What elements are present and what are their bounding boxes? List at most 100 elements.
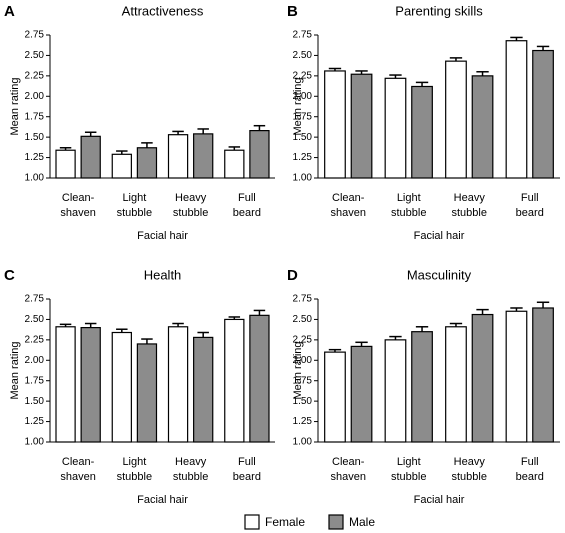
chart-title: Health <box>144 267 182 282</box>
legend-swatch <box>328 514 344 530</box>
bar <box>80 327 101 443</box>
bar <box>505 310 528 443</box>
y-tick-label: 2.25 <box>25 70 45 81</box>
bar <box>249 314 270 443</box>
y-tick-label: 1.50 <box>293 396 313 407</box>
y-tick-label: 2.75 <box>25 294 45 305</box>
x-tick-label: stubble <box>452 471 487 483</box>
x-tick-label: Clean- <box>332 192 365 204</box>
legend-label: Female <box>265 515 305 529</box>
x-tick-label: Light <box>122 456 146 468</box>
x-tick-label: stubble <box>117 207 152 219</box>
bar <box>224 318 245 443</box>
x-tick-label: stubble <box>173 207 208 219</box>
bar <box>471 313 494 443</box>
y-tick-label: 1.00 <box>25 437 45 448</box>
x-tick-label: stubble <box>391 207 426 219</box>
y-tick-label: 2.50 <box>293 314 313 325</box>
y-tick-label: 1.75 <box>293 375 313 386</box>
chart-title: Masculinity <box>407 267 472 282</box>
bar <box>350 345 373 443</box>
bar <box>167 134 189 179</box>
bar <box>384 339 407 443</box>
x-tick-label: Clean- <box>62 192 95 204</box>
bar <box>80 135 101 179</box>
x-tick-label: stubble <box>452 207 487 219</box>
y-axis-label: Mean rating <box>9 77 21 135</box>
y-axis-label: Mean rating <box>292 341 304 399</box>
y-tick-label: 2.50 <box>293 50 313 61</box>
x-tick-label: beard <box>233 207 261 219</box>
panel-letter: D <box>287 267 298 284</box>
bar <box>324 351 346 443</box>
x-tick-label: Heavy <box>175 456 207 468</box>
bar <box>411 85 433 179</box>
y-tick-label: 2.00 <box>25 91 45 102</box>
y-tick-label: 1.50 <box>25 132 45 143</box>
bar <box>193 336 214 443</box>
x-tick-label: stubble <box>117 471 152 483</box>
bar <box>111 153 132 179</box>
y-tick-label: 1.25 <box>293 152 313 163</box>
bar <box>324 70 346 179</box>
bar <box>249 130 270 179</box>
bar <box>471 75 494 179</box>
x-tick-label: Heavy <box>175 192 207 204</box>
x-tick-label: Clean- <box>332 456 365 468</box>
x-tick-label: Light <box>397 192 421 204</box>
y-tick-label: 2.00 <box>293 91 313 102</box>
chart-title: Parenting skills <box>395 3 483 18</box>
x-axis-label: Facial hair <box>414 494 465 506</box>
x-tick-label: shaven <box>331 471 366 483</box>
bar <box>55 326 76 443</box>
y-tick-label: 1.75 <box>25 111 45 122</box>
bar <box>224 149 245 179</box>
x-tick-label: Light <box>122 192 146 204</box>
y-tick-label: 1.25 <box>293 416 313 427</box>
y-tick-label: 1.75 <box>293 111 313 122</box>
x-tick-label: Full <box>521 456 539 468</box>
bar <box>532 307 554 443</box>
x-tick-label: stubble <box>173 471 208 483</box>
bar <box>136 147 158 179</box>
x-tick-label: beard <box>233 471 261 483</box>
y-tick-label: 2.75 <box>25 30 45 41</box>
y-tick-label: 2.25 <box>25 334 45 345</box>
y-tick-label: 1.00 <box>293 173 313 184</box>
x-tick-label: Full <box>238 456 256 468</box>
bar <box>193 133 214 179</box>
y-axis-label: Mean rating <box>292 77 304 135</box>
bar <box>167 326 189 443</box>
bar <box>445 326 467 443</box>
x-tick-label: shaven <box>331 207 366 219</box>
x-tick-label: Heavy <box>454 192 486 204</box>
y-tick-label: 1.50 <box>293 132 313 143</box>
bar <box>411 331 433 443</box>
x-tick-label: beard <box>516 207 544 219</box>
bar <box>505 40 528 179</box>
x-tick-label: Clean- <box>62 456 95 468</box>
y-tick-label: 1.75 <box>25 375 45 386</box>
y-tick-label: 1.00 <box>25 173 45 184</box>
legend-swatch <box>244 514 260 530</box>
y-tick-label: 2.00 <box>25 355 45 366</box>
y-tick-label: 1.50 <box>25 396 45 407</box>
x-tick-label: Full <box>521 192 539 204</box>
legend-label: Male <box>349 515 375 529</box>
bar <box>111 331 132 443</box>
x-tick-label: Light <box>397 456 421 468</box>
bar <box>350 73 373 179</box>
y-tick-label: 2.75 <box>293 30 313 41</box>
x-axis-label: Facial hair <box>137 230 188 242</box>
bar <box>532 49 554 179</box>
y-tick-label: 2.50 <box>25 50 45 61</box>
y-tick-label: 2.00 <box>293 355 313 366</box>
x-tick-label: shaven <box>60 207 95 219</box>
bar <box>55 149 76 179</box>
panel-letter: B <box>287 3 298 20</box>
y-axis-label: Mean rating <box>9 341 21 399</box>
chart-title: Attractiveness <box>122 3 204 18</box>
x-tick-label: Heavy <box>454 456 486 468</box>
y-tick-label: 2.50 <box>25 314 45 325</box>
